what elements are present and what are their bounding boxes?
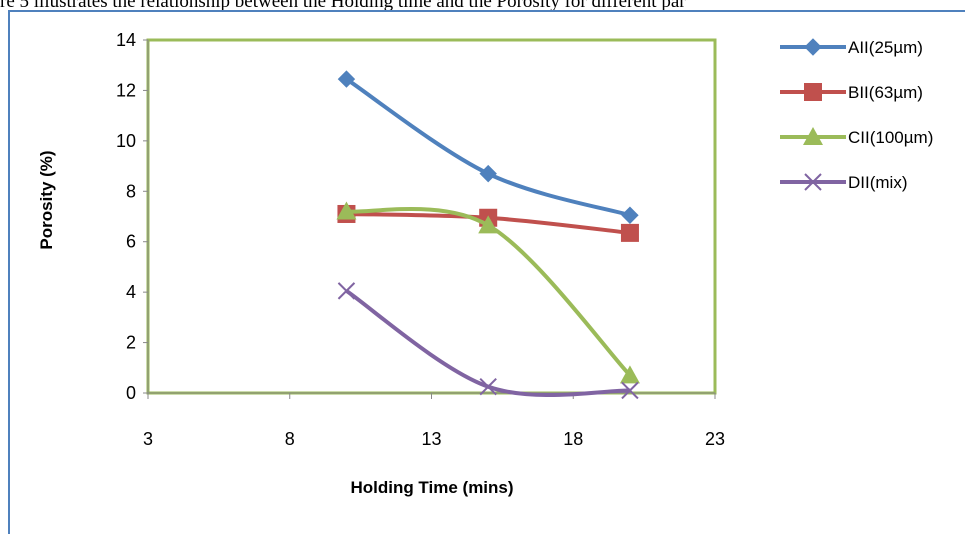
- x-tick-label: 8: [285, 429, 295, 449]
- y-tick-label: 8: [126, 181, 136, 201]
- series-line: [346, 207, 632, 377]
- y-tick-label: 2: [126, 333, 136, 353]
- data-point-x: [479, 377, 497, 396]
- data-point-diamond: [621, 206, 639, 224]
- x-tick-label: 3: [143, 429, 153, 449]
- series-3: [337, 282, 639, 400]
- data-point-triangle: [336, 201, 357, 220]
- x-axis-ticks: 3 8 13 18 23: [143, 392, 725, 449]
- data-point-x: [621, 381, 639, 400]
- y-tick-label: 4: [126, 282, 136, 302]
- y-tick-label: 0: [126, 383, 136, 403]
- chart-frame: [8, 10, 965, 534]
- y-tick-label: 12: [116, 80, 136, 100]
- y-tick-label: 14: [116, 30, 136, 50]
- series-0: [337, 70, 639, 224]
- legend-label: CII(100µm): [848, 128, 933, 147]
- series-line: [345, 77, 631, 218]
- x-tick-label: 18: [563, 429, 583, 449]
- y-tick-label: 6: [126, 232, 136, 252]
- legend-item: DII(mix): [780, 173, 907, 192]
- y-axis-ticks: 0 2 4 6 8 10 12 14: [116, 30, 149, 403]
- legend-marker: [804, 38, 822, 56]
- legend-item: AII(25µm): [780, 38, 923, 57]
- data-point-square: [620, 223, 639, 242]
- legend-item: BII(63µm): [780, 83, 923, 102]
- legend-item: CII(100µm): [780, 127, 933, 147]
- legend-label: AII(25µm): [848, 38, 923, 57]
- data-point-triangle: [478, 215, 499, 234]
- data-point-triangle: [619, 365, 640, 384]
- legend-label: BII(63µm): [848, 83, 923, 102]
- y-axis-title: Porosity (%): [37, 150, 56, 249]
- caption-text: re 5 illustrates the relationship betwee…: [0, 0, 686, 12]
- x-axis-title: Holding Time (mins): [350, 478, 513, 497]
- legend-marker: [804, 173, 822, 191]
- legend: AII(25µm) BII(63µm) CII(100µm) DII(mix): [780, 38, 933, 192]
- series-line: [345, 289, 631, 398]
- series-layer: [336, 70, 640, 400]
- data-point-x: [337, 282, 356, 300]
- x-tick-label: 13: [421, 429, 441, 449]
- x-tick-label: 23: [705, 429, 725, 449]
- data-point-diamond: [337, 70, 356, 88]
- legend-label: DII(mix): [848, 173, 907, 192]
- data-point-diamond: [479, 164, 497, 183]
- legend-marker: [804, 83, 822, 101]
- y-tick-label: 10: [116, 131, 136, 151]
- series-2: [336, 201, 640, 384]
- legend-marker: [803, 127, 823, 145]
